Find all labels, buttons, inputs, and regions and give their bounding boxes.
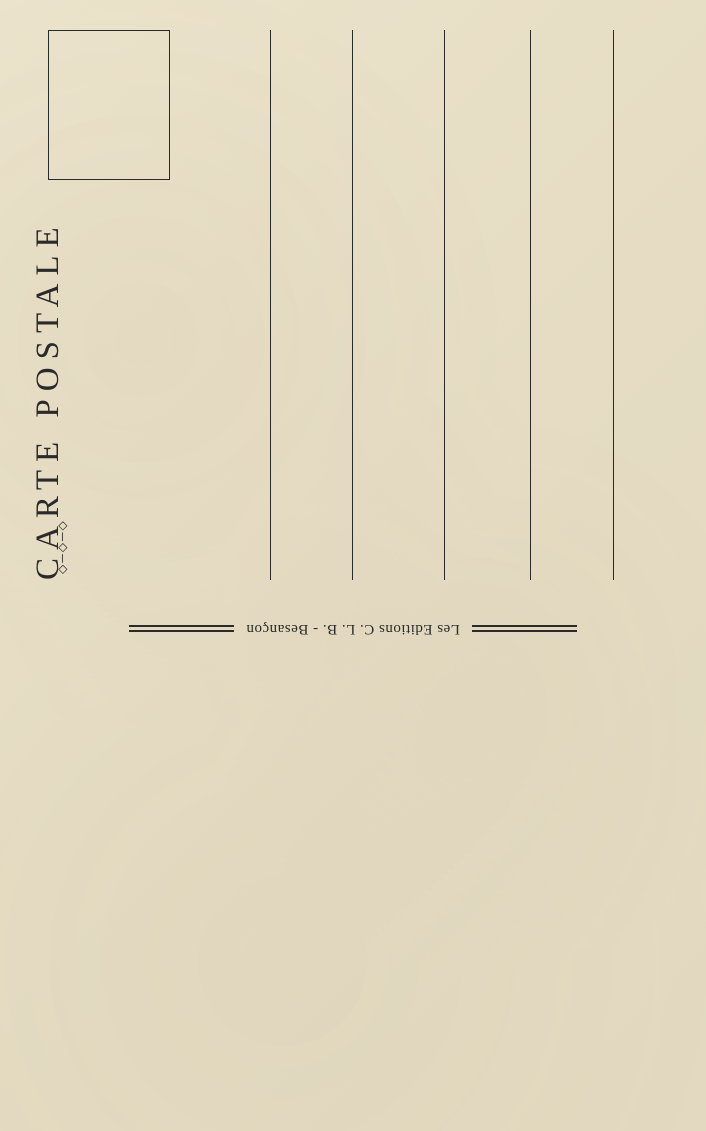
rule-line [129, 625, 234, 627]
address-line-3 [444, 30, 445, 580]
rule-line [129, 630, 234, 632]
rule-line [472, 630, 577, 632]
title-ornament: ◇─◇─◇ [55, 519, 70, 574]
publisher-label: Les Editions C. L. B. - Besançon [246, 620, 460, 637]
address-line-5 [613, 30, 614, 580]
postcard-back: CARTE POSTALE ◇─◇─◇ Les Editions C. L. B… [0, 0, 706, 1131]
rule-line [472, 625, 577, 627]
stamp-box [48, 30, 170, 180]
center-divider: Les Editions C. L. B. - Besançon [0, 620, 706, 637]
address-line-4 [530, 30, 531, 580]
right-double-rule [472, 625, 577, 632]
left-double-rule [129, 625, 234, 632]
address-line-1 [270, 30, 271, 580]
address-line-2 [352, 30, 353, 580]
